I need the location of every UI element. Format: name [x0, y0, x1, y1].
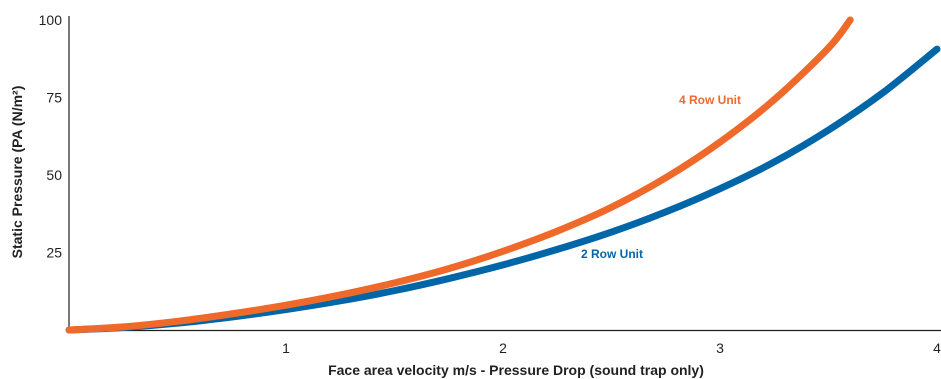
y-tick-label: 75 — [46, 90, 62, 106]
series-label-2-row-unit: 2 Row Unit — [581, 247, 643, 261]
series-line-4-row-unit — [65, 16, 854, 334]
y-tick-label: 25 — [46, 245, 62, 261]
series-lines — [65, 16, 941, 334]
x-tick-label: 2 — [499, 340, 507, 356]
y-axis-title: Static Pressure (PA (N/m²) — [9, 86, 25, 259]
y-tick-labels: 25 50 75 100 — [39, 12, 63, 261]
y-tick-label: 50 — [46, 167, 62, 183]
y-tick-label: 100 — [39, 12, 63, 28]
x-tick-label: 3 — [716, 340, 724, 356]
series-line-2-row-unit — [65, 45, 941, 334]
series-label-4-row-unit: 4 Row Unit — [679, 93, 741, 107]
x-tick-labels: 1 2 3 4 — [282, 340, 941, 356]
x-tick-label: 1 — [282, 340, 290, 356]
x-tick-label: 4 — [933, 340, 941, 356]
x-axis-title: Face area velocity m/s - Pressure Drop (… — [328, 362, 704, 378]
